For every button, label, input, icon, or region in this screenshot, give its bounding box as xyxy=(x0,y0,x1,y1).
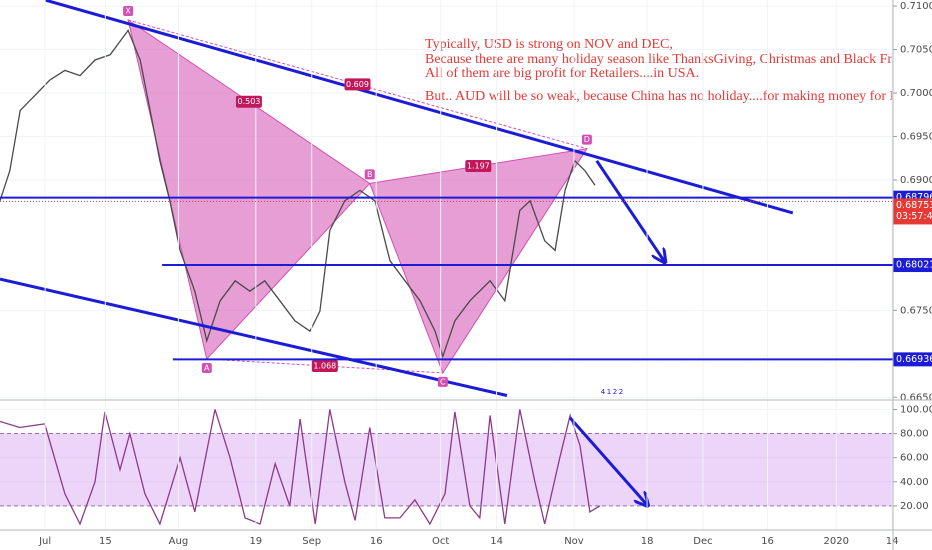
point-label: D xyxy=(584,135,590,144)
event-badge: 4 xyxy=(601,388,606,396)
x-tick-label: 18 xyxy=(641,536,654,547)
trend-line xyxy=(0,277,508,397)
oscillator-panel xyxy=(0,408,893,526)
y-tick-label: 100.00 xyxy=(900,404,932,415)
annotation: But.. AUD will be so weak, because China… xyxy=(425,89,932,104)
oscillator-band xyxy=(0,433,893,506)
x-tick-label: 14 xyxy=(886,536,899,547)
ratio-badge xyxy=(344,78,371,91)
y-tick-label: 60.00 xyxy=(900,453,929,464)
trend-line xyxy=(595,159,665,263)
x-tick-label: Dec xyxy=(693,536,712,547)
annotation: Because there are many holiday season li… xyxy=(425,52,929,67)
price-line xyxy=(0,29,596,359)
point-label: X xyxy=(125,6,131,15)
y-tick-label: 40.00 xyxy=(900,477,929,488)
point-badge xyxy=(123,5,134,16)
event-badge: 1 xyxy=(607,388,611,396)
ratio-badge xyxy=(311,359,338,372)
level-badge xyxy=(893,352,932,367)
level-label: 0.66936 xyxy=(896,354,932,365)
annotation: All of them are big profit for Retailers… xyxy=(425,66,699,81)
point-badge xyxy=(201,363,212,374)
pattern-line xyxy=(127,19,588,150)
ratio-label: 0.503 xyxy=(237,97,260,106)
point-label: B xyxy=(367,170,373,179)
point-label: A xyxy=(204,364,210,373)
last-price-label: 0.68753 xyxy=(896,200,932,211)
oscillator-line xyxy=(0,409,601,526)
x-tick-label: 15 xyxy=(99,536,112,547)
trend-line xyxy=(44,0,794,215)
level-label: 0.68021 xyxy=(896,260,932,271)
y-tick-label: 0.66500 xyxy=(900,392,932,403)
point-badge xyxy=(581,134,592,145)
last-price-badge xyxy=(893,198,932,225)
ratio-label: 1.197 xyxy=(467,162,490,171)
event-badge: 2 xyxy=(613,388,617,396)
price-panel: Typically, USD is strong on NOV and DEC,… xyxy=(0,0,932,398)
x-tick-label: Sep xyxy=(302,536,321,547)
level-badge xyxy=(893,258,932,273)
y-tick-label: 80.00 xyxy=(900,429,929,440)
point-badge xyxy=(364,169,375,180)
annotation: Typically, USD is strong on NOV and DEC, xyxy=(425,37,673,52)
point-label: C xyxy=(440,377,446,386)
ratio-label: 1.068 xyxy=(313,361,336,370)
y-tick-label: 20.00 xyxy=(900,501,929,512)
event-badge: 2 xyxy=(619,388,623,396)
x-tick-label: Nov xyxy=(564,536,584,547)
level-label: 0.68796 xyxy=(896,192,932,203)
trend-line xyxy=(568,416,648,506)
x-tick-label: 16 xyxy=(370,536,383,547)
x-tick-label: Oct xyxy=(432,536,449,547)
x-tick-label: 2020 xyxy=(824,536,849,547)
x-tick-label: Aug xyxy=(169,536,189,547)
ratio-badge xyxy=(465,160,492,173)
x-tick-label: Jul xyxy=(38,536,51,547)
ratio-badge xyxy=(235,95,262,108)
ratio-label: 0.609 xyxy=(346,80,369,89)
point-badge xyxy=(437,376,448,387)
x-tick-label: 14 xyxy=(490,536,503,547)
countdown: 03:57:49 xyxy=(896,211,932,222)
x-tick-label: 16 xyxy=(761,536,774,547)
x-tick-label: 19 xyxy=(249,536,262,547)
